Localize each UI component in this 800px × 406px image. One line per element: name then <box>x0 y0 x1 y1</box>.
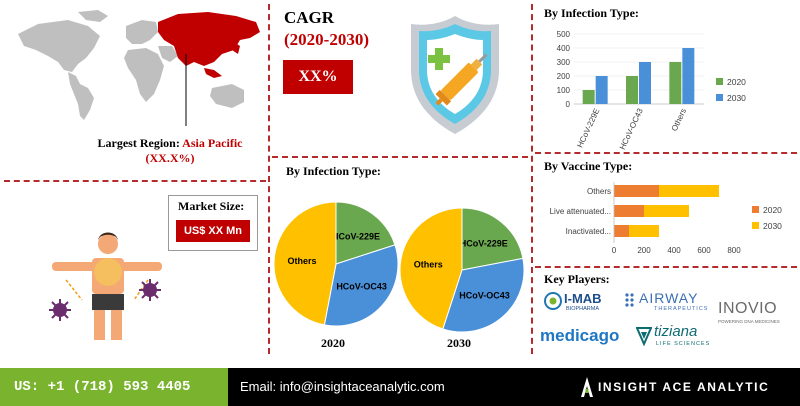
imab-mark-icon <box>544 292 562 310</box>
bar-2030-1 <box>639 62 651 104</box>
logo-imab: I-MAB BIOPHARMA <box>544 290 620 316</box>
medicago-logo-text: medicago <box>540 326 620 345</box>
pie-slice-label: HCoV-OC43 <box>336 282 387 292</box>
tiziana-logo-text: tiziana <box>654 323 698 340</box>
cagr-title: CAGR <box>284 8 335 27</box>
legend-label: 2030 <box>727 93 746 103</box>
legend-swatch <box>716 78 723 85</box>
pie-section-title: By Infection Type: <box>286 164 381 178</box>
x-tick-label: 800 <box>727 246 741 255</box>
pie-slice-hcov-oc43 <box>442 257 525 333</box>
inovio-logo-sub: POWERING DNA MEDICINES <box>718 319 780 324</box>
divider-left <box>268 4 270 354</box>
y-category-label: Inactivated... <box>566 227 611 236</box>
airway-logo-sub: THERAPEUTICS <box>654 306 709 312</box>
x-tick-label: Others <box>670 107 688 133</box>
hbar-2030-0 <box>659 185 719 197</box>
hbar-2020-1 <box>614 205 644 217</box>
y-tick-label: 0 <box>566 100 571 109</box>
x-tick-label: 200 <box>637 246 651 255</box>
hbar-2020-2 <box>614 225 629 237</box>
legend-label: 2020 <box>727 77 746 87</box>
inovio-logo-text: INOVIO <box>718 300 778 317</box>
pie-slice-label: Others <box>414 260 443 270</box>
hbar-2030-2 <box>629 225 659 237</box>
world-map <box>18 10 260 126</box>
pie-chart-2030: HCoV-229E HCoV-OC43 Others <box>399 207 525 333</box>
pie-slice-others <box>399 207 463 330</box>
bar-2030-2 <box>682 48 695 104</box>
logo-inovio: INOVIO POWERING DNA MEDICINES <box>718 300 798 330</box>
cagr-years: (2020-2030) <box>284 30 369 49</box>
pie-slice-hcov-229e <box>461 207 524 271</box>
divider-middle-horizontal <box>272 156 528 158</box>
footer-phone[interactable]: US: +1 (718) 593 4405 <box>0 368 228 406</box>
pie-slice-label: HCoV-229E <box>332 231 380 241</box>
x-tick-label: 0 <box>612 246 617 255</box>
region-label-prefix: Largest Region: <box>97 136 183 150</box>
x-tick-label: HCoV-OC43 <box>618 107 645 150</box>
pie-slice-hcov-229e <box>335 201 396 265</box>
legend-swatch <box>716 94 723 101</box>
airway-mark-icon <box>625 293 634 307</box>
y-tick-label: 100 <box>557 86 571 95</box>
pie-slice-label: HCoV-OC43 <box>459 291 510 301</box>
legend-swatch <box>752 222 759 229</box>
infected-person-icon <box>49 232 162 340</box>
pie-year-2030: 2030 <box>447 336 471 350</box>
x-tick-label: HCoV-229E <box>575 107 601 149</box>
imab-logo-text: I-MAB <box>564 291 602 306</box>
key-players-title: Key Players: <box>544 272 610 286</box>
footer-email[interactable]: Email: info@insightaceanalytic.com <box>228 368 800 406</box>
legend-label: 2030 <box>763 221 782 231</box>
divider-right-horizontal-1 <box>535 152 797 154</box>
infection-chart-title: By Infection Type: <box>544 6 639 20</box>
y-tick-label: 200 <box>557 72 571 81</box>
vaccine-chart-title: By Vaccine Type: <box>544 159 633 173</box>
market-size-label: Market Size: <box>178 199 245 213</box>
pie-slice-others <box>273 201 337 326</box>
imab-logo-sub: BIOPHARMA <box>566 306 600 312</box>
bar-2030-0 <box>595 76 608 104</box>
pie-chart-2020: HCoV-229E HCoV-OC43 Others <box>273 201 399 327</box>
y-tick-label: 300 <box>557 58 571 67</box>
vaccine-bar-chart: Others Live attenuated... Inactivated... 0 2… <box>550 182 782 255</box>
divider-right-horizontal-2 <box>535 266 797 268</box>
bar-2020-1 <box>626 76 638 104</box>
divider-right <box>531 4 533 354</box>
x-tick-label: 400 <box>667 246 681 255</box>
largest-region-label: Largest Region: Asia Pacific (XX.X%) <box>95 136 245 166</box>
hbar-2020-0 <box>614 185 659 197</box>
airway-logo-text: AIRWAY <box>639 290 699 306</box>
bar-2020-2 <box>669 62 682 104</box>
pie-year-2020: 2020 <box>321 336 345 350</box>
bar-2020-0 <box>582 90 595 104</box>
legend-label: 2020 <box>763 205 782 215</box>
x-tick-label: 600 <box>697 246 711 255</box>
footer-brand: INSIGHT ACE ANALYTIC <box>598 380 770 394</box>
cagr-value: XX% <box>283 60 353 94</box>
vaccine-shield-icon <box>411 16 499 134</box>
infection-bar-chart: 0 100 200 300 400 500 HCoV-229E HCoV-OC43 Others… <box>557 30 747 150</box>
tiziana-mark-icon <box>636 327 652 346</box>
tiziana-logo-sub: LIFE SCIENCES <box>656 341 711 347</box>
market-size-value: US$ XX Mn <box>176 220 250 242</box>
y-category-label: Live attenuated... <box>550 207 611 216</box>
divider-left-horizontal <box>4 180 266 182</box>
pie-slice-label: Others <box>288 256 317 266</box>
logo-airway: AIRWAY THERAPEUTICS <box>624 290 716 316</box>
insight-ace-logo-icon <box>581 377 593 397</box>
region-label-highlight: Asia Pacific (XX.X%) <box>145 136 243 165</box>
legend-swatch <box>752 206 759 213</box>
y-tick-label: 500 <box>557 30 571 39</box>
pie-slice-hcov-oc43 <box>323 244 399 327</box>
logo-tiziana: tiziana LIFE SCIENCES <box>636 323 726 350</box>
pie-slice-label: HCoV-229E <box>460 239 508 249</box>
y-tick-label: 400 <box>557 44 571 53</box>
y-category-label: Others <box>587 187 611 196</box>
hbar-2030-1 <box>644 205 689 217</box>
